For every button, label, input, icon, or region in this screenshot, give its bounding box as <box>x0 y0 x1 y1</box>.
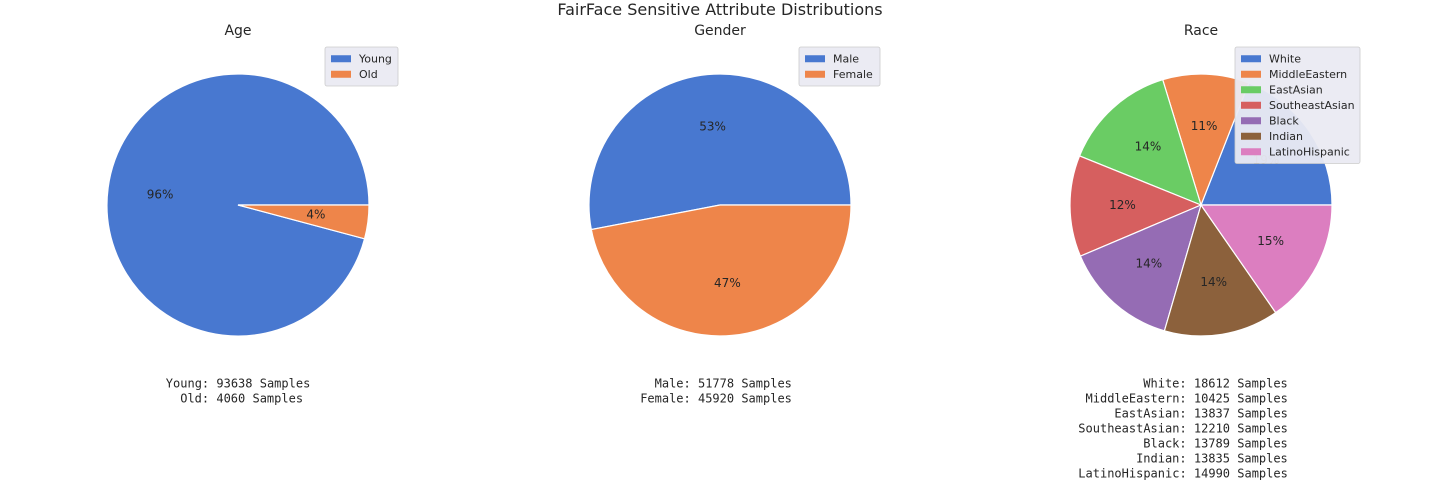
sample-count-latino-hispanic: LatinoHispanic: 14990 Samples <box>1078 467 1288 480</box>
figure-title: FairFace Sensitive Attribute Distributio… <box>557 0 882 19</box>
east-asian-slice <box>1078 78 1202 207</box>
sample-count-east-asian: EastAsian: 13837 Samples <box>1114 407 1287 421</box>
legend-swatch-latino-hispanic <box>1241 148 1261 156</box>
indian-percent-label: 14% <box>1200 275 1227 289</box>
sample-count-white: White: 18612 Samples <box>1143 377 1288 391</box>
legend-swatch-old <box>331 70 351 78</box>
sample-count-young: Young: 93638 Samples <box>166 377 310 391</box>
legend-label-black: Black <box>1269 114 1299 127</box>
southeast-asian-slice <box>1069 155 1203 257</box>
legend-label-middle-eastern: MiddleEastern <box>1269 68 1347 81</box>
southeast-asian-percent-label: 12% <box>1109 198 1136 212</box>
legend-swatch-indian <box>1241 132 1261 140</box>
black-slice <box>1079 203 1202 332</box>
male-slice <box>588 73 852 231</box>
old-slice <box>237 204 370 240</box>
legend-label-female: Female <box>833 68 873 81</box>
race-pie-chart: Race 19%11%14%12%14%14%15% WhiteMiddleEa… <box>1069 23 1361 480</box>
old-percent-label: 4% <box>306 208 325 222</box>
legend-label-white: White <box>1269 52 1301 65</box>
legend-swatch-female <box>805 70 825 78</box>
female-slice <box>590 204 852 337</box>
legend-label-young: Young <box>358 52 392 65</box>
legend-swatch-black <box>1241 117 1261 125</box>
gender-chart-title: Gender <box>694 23 746 39</box>
race-chart-title: Race <box>1184 23 1218 39</box>
sample-count-old: Old: 4060 Samples <box>180 392 303 406</box>
legend-swatch-middle-eastern <box>1241 70 1261 78</box>
sample-count-middle-eastern: MiddleEastern: 10425 Samples <box>1086 392 1288 406</box>
middle-eastern-percent-label: 11% <box>1191 119 1218 133</box>
legend-frame <box>1234 46 1361 164</box>
legend-swatch-southeast-asian <box>1241 101 1261 109</box>
legend-label-old: Old <box>359 68 378 81</box>
east-asian-percent-label: 14% <box>1135 140 1162 154</box>
sample-count-southeast-asian: SoutheastAsian: 12210 Samples <box>1078 422 1288 436</box>
legend-label-indian: Indian <box>1269 130 1303 143</box>
legend: White MiddleEastern EastAsian SoutheastAsia… <box>1234 46 1361 164</box>
legend-swatch-white <box>1241 55 1261 63</box>
legend-swatch-young <box>331 55 351 63</box>
gender-pie-chart: Gender 53% 47% Male Female Male: 51778 Sam… <box>588 23 881 406</box>
sample-count-indian: Indian: 13835 Samples <box>1136 452 1288 466</box>
legend-label-east-asian: EastAsian <box>1269 83 1323 96</box>
legend: Young Old <box>324 46 399 87</box>
black-percent-label: 14% <box>1135 256 1162 270</box>
sample-count-black: Black: 13789 Samples <box>1143 437 1288 451</box>
age-pie-chart: Age 96% 4% Young Old Young: 93638 SamplesO… <box>106 23 399 406</box>
indian-slice <box>1163 203 1277 337</box>
sample-count-male: Male: 51778 Samples <box>655 377 792 391</box>
legend-label-southeast-asian: SoutheastAsian <box>1269 99 1355 112</box>
latino-hispanic-slice <box>1199 204 1333 314</box>
legend-label-latino-hispanic: LatinoHispanic <box>1269 145 1350 158</box>
legend-label-male: Male <box>833 52 859 65</box>
legend: Male Female <box>798 46 881 87</box>
sample-count-female: Female: 45920 Samples <box>640 392 792 406</box>
female-percent-label: 47% <box>714 276 741 290</box>
age-chart-title: Age <box>224 23 251 39</box>
male-percent-label: 53% <box>699 119 726 133</box>
legend-swatch-east-asian <box>1241 86 1261 94</box>
young-percent-label: 96% <box>147 187 174 201</box>
latino-hispanic-percent-label: 15% <box>1257 234 1284 248</box>
legend-swatch-male <box>805 55 825 63</box>
